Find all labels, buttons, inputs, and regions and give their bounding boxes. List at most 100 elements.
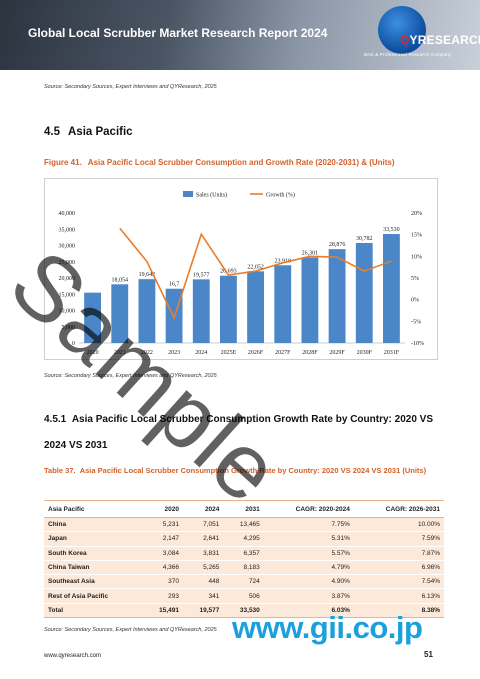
page-number: 51 (424, 650, 433, 659)
table-cell: 7.59% (353, 531, 444, 547)
bar-value-label: 30,782 (356, 236, 373, 242)
table-cell: 6.13% (353, 588, 444, 604)
sales-bar (247, 271, 265, 343)
x-tick-label: 2028F (302, 350, 318, 356)
legend-label-sales: Sales (Units) (196, 192, 227, 199)
qyresearch-logo: QYRESEARCH Best & Professional Research … (360, 6, 480, 64)
table-cell: 10.00% (353, 517, 444, 533)
x-tick-label: 2020 (87, 350, 99, 356)
y-left-tick-label: 0 (72, 341, 75, 347)
bar-value-label: 28,876 (329, 242, 346, 248)
table-cell: China Taiwan (44, 560, 143, 576)
table-cell: 13,465 (223, 517, 264, 533)
table-row: Southeast Asia 370 448 724 4.90% 7.54% (44, 574, 444, 590)
x-tick-label: 2023 (168, 350, 180, 356)
table-cell: 5.57% (263, 546, 354, 561)
table-header-cell: CAGR: 2026-2031 (353, 500, 444, 518)
y-right-tick-label: 10% (411, 254, 422, 260)
table-cell: 4,366 (142, 560, 184, 576)
y-left-tick-label: 25,000 (59, 260, 76, 266)
table-cell: 7.54% (353, 574, 444, 590)
table-header-cell: 2024 (183, 500, 224, 518)
y-left-tick-label: 35,000 (59, 227, 76, 233)
table-cell: 8,183 (223, 560, 264, 576)
sales-bar (138, 279, 156, 343)
subsection-heading-line1: 4.5.1 Asia Pacific Local Scrubber Consum… (44, 414, 433, 425)
x-tick-label: 2021 (114, 350, 126, 356)
country-growth-table: Asia Pacific 2020 2024 2031 CAGR: 2020-2024 C… (44, 500, 444, 619)
table-cell: 7.75% (263, 517, 354, 533)
bar-value-label: 19,642 (139, 272, 156, 278)
table-cell: South Korea (44, 546, 143, 561)
y-right-tick-label: 20% (411, 211, 422, 217)
x-tick-label: 2027F (275, 350, 291, 356)
table-cell: 4,295 (223, 531, 264, 547)
bar-value-label: 23,918 (275, 258, 292, 264)
table-cell: China (44, 517, 143, 533)
table-cell: 724 (223, 574, 264, 590)
table-cell: 341 (183, 588, 224, 604)
table-cell: 506 (223, 588, 264, 604)
y-left-tick-label: 10,000 (59, 309, 76, 315)
bar-value-label: 22,052 (247, 264, 263, 270)
y-right-tick-label: -10% (411, 341, 424, 347)
source-note-mid: Source: Secondary Sources, Expert Interv… (44, 373, 217, 379)
y-left-tick-label: 40,000 (59, 211, 76, 217)
table-cell: 5,231 (142, 517, 184, 533)
table-cell: Total (44, 602, 143, 619)
table-cell: 3.87% (263, 588, 354, 604)
sales-bar (192, 279, 210, 343)
table-row: China Taiwan 4,366 5,265 8,183 4.79% 6.96% (44, 560, 444, 576)
globe-icon (378, 6, 426, 54)
x-tick-label: 2029F (329, 350, 345, 356)
table-header-cell: CAGR: 2020-2024 (263, 500, 354, 518)
table-cell: Rest of Asia Pacific (44, 588, 143, 604)
source-note-bottom: Source: Secondary Sources, Expert Interv… (44, 627, 217, 633)
table-cell: 2,147 (142, 531, 184, 547)
table-row: China 5,231 7,051 13,465 7.75% 10.00% (44, 517, 444, 533)
y-right-tick-label: 0% (411, 298, 419, 304)
table-cell: 4.79% (263, 560, 354, 576)
table-cell: 33,530 (223, 602, 264, 619)
table-cell: 8.38% (353, 602, 444, 619)
x-tick-label: 2025E (221, 350, 237, 356)
y-right-tick-label: 5% (411, 276, 419, 282)
footer-url: www.qyresearch.com (44, 653, 102, 659)
sales-bar (111, 284, 129, 343)
table-cell: 4.90% (263, 574, 354, 590)
x-tick-label: 2026F (248, 350, 264, 356)
growth-line (119, 227, 392, 321)
table-cell: 5,265 (183, 560, 224, 576)
bar-value-label: 20,693 (220, 269, 237, 275)
table-cell: 6,357 (223, 546, 264, 561)
sales-bar (84, 292, 102, 343)
table-cell: 19,577 (183, 602, 224, 619)
y-right-tick-label: 15% (411, 233, 422, 239)
header-banner: Global Local Scrubber Market Research Re… (0, 0, 480, 70)
table-row: South Korea 3,084 3,831 6,357 5.57% 7.87% (44, 546, 444, 561)
table-caption: Table 37. Asia Pacific Local Scrubber Co… (44, 466, 427, 475)
y-left-tick-label: 5,000 (62, 325, 76, 331)
subsection-heading-line2: 2024 VS 2031 (44, 440, 108, 451)
sales-bar (301, 257, 319, 343)
table-cell: Japan (44, 531, 143, 547)
sales-bar (328, 249, 346, 343)
table-cell: 3,831 (183, 546, 224, 561)
table-cell: 370 (142, 574, 184, 590)
table-cell: 293 (142, 588, 184, 604)
table-cell: 15,491 (142, 602, 184, 619)
table-cell: 5.31% (263, 531, 354, 547)
table-cell: 6.96% (353, 560, 444, 576)
logo-tagline: Best & Professional Research Company (364, 52, 452, 57)
table-cell: 7,051 (183, 517, 224, 533)
x-tick-label: 2031F (384, 350, 400, 356)
table-total-row: Total 15,491 19,577 33,530 6.03% 8.38% (44, 602, 444, 619)
bar-value-label: 26,301 (302, 251, 319, 257)
y-left-tick-label: 20,000 (59, 276, 76, 282)
table-cell: 7.87% (353, 546, 444, 561)
table-row: Rest of Asia Pacific 293 341 506 3.87% 6.13% (44, 588, 444, 604)
bar-value-label: 19,577 (193, 272, 210, 278)
bar-value-label: 16,7 (169, 282, 180, 288)
figure-caption: Figure 41. Asia Pacific Local Scrubber Co… (44, 158, 395, 167)
table-cell: 6.03% (263, 602, 354, 619)
